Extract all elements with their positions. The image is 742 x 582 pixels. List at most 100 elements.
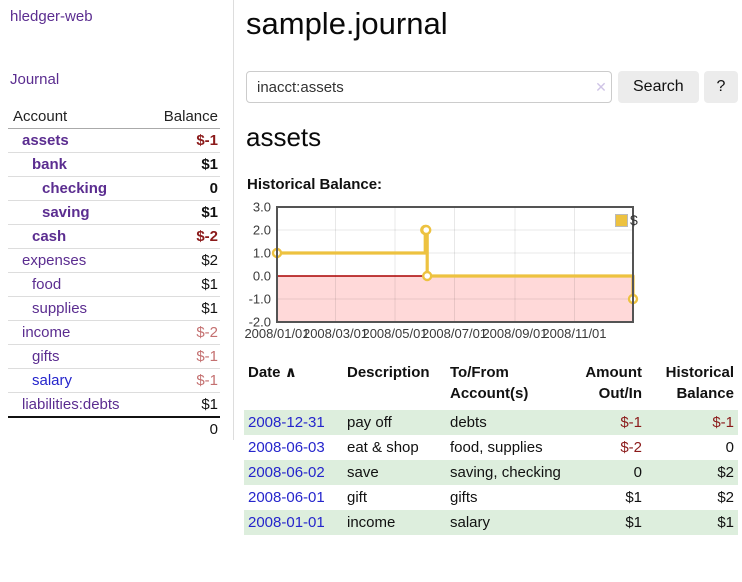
transaction-accounts: food, supplies	[450, 439, 543, 456]
transaction-balance: $-1	[712, 414, 734, 431]
y-axis-tick-label: 1.0	[253, 246, 271, 261]
account-row: liabilities:debts $1	[8, 393, 220, 416]
account-row: supplies $1	[8, 297, 220, 321]
transaction-amount: $1	[625, 514, 642, 531]
date-header-label: Date	[248, 364, 281, 381]
account-row: checking 0	[8, 177, 220, 201]
account-row: assets $-1	[8, 129, 220, 153]
x-axis-tick-label: 2008/03/01	[303, 326, 368, 341]
transaction-balance: $2	[717, 489, 734, 506]
nav-journal-link[interactable]: Journal	[10, 71, 60, 88]
account-heading: assets	[246, 122, 322, 152]
transaction-description: eat & shop	[347, 439, 419, 456]
transaction-date-link[interactable]: 2008-06-01	[248, 489, 325, 506]
x-axis-tick-label: 2008/11/01	[542, 326, 606, 341]
transaction-description: gift	[347, 489, 368, 506]
y-axis-tick-label: 3.0	[253, 200, 271, 215]
account-balance: $1	[201, 276, 218, 293]
transaction-balance: $2	[717, 464, 734, 481]
sidebar-account-link[interactable]: saving	[42, 204, 90, 221]
column-header-amount: Amount Out/In	[585, 364, 642, 402]
transaction-accounts: gifts	[450, 489, 478, 506]
sidebar-account-link[interactable]: liabilities:debts	[22, 396, 120, 413]
accounts-total-value: 0	[209, 421, 218, 438]
register-header-row: Date ∧ Description To/From Account(s) Am…	[244, 362, 738, 410]
column-header-description: Description	[347, 364, 430, 381]
account-row: cash $-2	[8, 225, 220, 249]
transaction-date-link[interactable]: 2008-12-31	[248, 414, 325, 431]
transaction-amount: 0	[633, 464, 642, 481]
y-axis-tick-label: 0.0	[253, 269, 271, 284]
account-row: salary $-1	[8, 369, 220, 393]
register-body: 2008-12-31 pay off debts $-1 $-1 2008-06-03 ea…	[244, 410, 738, 535]
account-row: income $-2	[8, 321, 220, 345]
sidebar-account-link[interactable]: supplies	[32, 300, 88, 317]
transaction-accounts: debts	[450, 414, 487, 431]
account-row: gifts $-1	[8, 345, 220, 369]
y-axis-tick-label: -1.0	[249, 292, 271, 307]
search-input[interactable]	[246, 71, 612, 103]
register-row: 2008-06-01 gift gifts $1 $2	[244, 485, 738, 510]
clear-search-icon[interactable]: ✕	[595, 79, 607, 95]
legend-swatch-icon	[615, 213, 628, 227]
transaction-date-link[interactable]: 2008-06-02	[248, 464, 325, 481]
account-row: saving $1	[8, 201, 220, 225]
account-balance: $-1	[196, 132, 218, 149]
account-row: bank $1	[8, 153, 220, 177]
chart-legend: $	[615, 212, 638, 228]
account-balance: $1	[201, 156, 218, 173]
sidebar-account-link[interactable]: cash	[32, 228, 67, 245]
data-point-marker	[422, 270, 433, 282]
accounts-total-row: 0	[8, 416, 220, 441]
transaction-amount: $-2	[620, 439, 642, 456]
y-axis-tick-label: 2.0	[253, 223, 271, 238]
sidebar-account-link[interactable]: bank	[32, 156, 68, 173]
accounts-table-header: Account Balance	[8, 105, 220, 129]
sort-asc-icon: ∧	[284, 364, 297, 381]
sidebar-account-link[interactable]: income	[22, 324, 71, 341]
transaction-amount: $-1	[620, 414, 642, 431]
sidebar-account-link[interactable]: assets	[22, 132, 69, 149]
plot-border	[276, 206, 634, 323]
x-axis-tick-label: 2008/09/01	[482, 326, 547, 341]
register-row: 2008-06-02 save saving, checking 0 $2	[244, 460, 738, 485]
account-balance: $-2	[196, 228, 218, 245]
transaction-description: income	[347, 514, 396, 531]
register-row: 2008-12-31 pay off debts $-1 $-1	[244, 410, 738, 435]
chart-title: Historical Balance:	[247, 176, 383, 193]
account-balance: $1	[201, 396, 218, 413]
accounts-table: Account Balance assets $-1 bank $1 checking 0…	[8, 105, 220, 441]
column-header-date[interactable]: Date ∧	[244, 362, 344, 404]
register-row: 2008-06-03 eat & shop food, supplies $-2 0	[244, 435, 738, 460]
account-balance: $-1	[196, 348, 218, 365]
column-header-balance: Historical Balance	[665, 364, 734, 402]
sidebar-account-link[interactable]: checking	[42, 180, 108, 197]
account-balance: $-2	[196, 324, 218, 341]
transaction-accounts: salary	[450, 514, 491, 531]
column-header-accounts: To/From Account(s)	[450, 364, 529, 402]
sidebar-account-link[interactable]: gifts	[32, 348, 60, 365]
account-balance: $2	[201, 252, 218, 269]
x-axis-tick-label: 2008/07/01	[422, 326, 487, 341]
sidebar-account-link[interactable]: expenses	[22, 252, 87, 269]
x-axis-tick-label: 2008/01/01	[244, 326, 309, 341]
sidebar-account-link[interactable]: food	[32, 276, 62, 293]
search-button[interactable]: Search	[618, 71, 699, 103]
help-button[interactable]: ?	[704, 71, 738, 103]
historical-balance-chart: 3.0 2.0 1.0 0.0 -1.0 -2.02008/01/012008/03/01…	[244, 200, 639, 341]
y-axis-tick-label: -2.0	[249, 315, 271, 330]
transaction-description: pay off	[347, 414, 392, 431]
page-title: sample.journal	[246, 6, 448, 41]
app-title-link[interactable]: hledger-web	[10, 8, 93, 25]
accounts-header-account: Account	[13, 108, 68, 125]
sidebar-account-link[interactable]: salary	[32, 372, 73, 389]
account-balance: $-1	[196, 372, 218, 389]
x-axis-tick-label: 2008/05/01	[362, 326, 427, 341]
transaction-amount: $1	[625, 489, 642, 506]
transaction-date-link[interactable]: 2008-06-03	[248, 439, 325, 456]
register-row: 2008-01-01 income salary $1 $1	[244, 510, 738, 535]
account-balance: $1	[201, 204, 218, 221]
account-row: expenses $2	[8, 249, 220, 273]
transaction-date-link[interactable]: 2008-01-01	[248, 514, 325, 531]
